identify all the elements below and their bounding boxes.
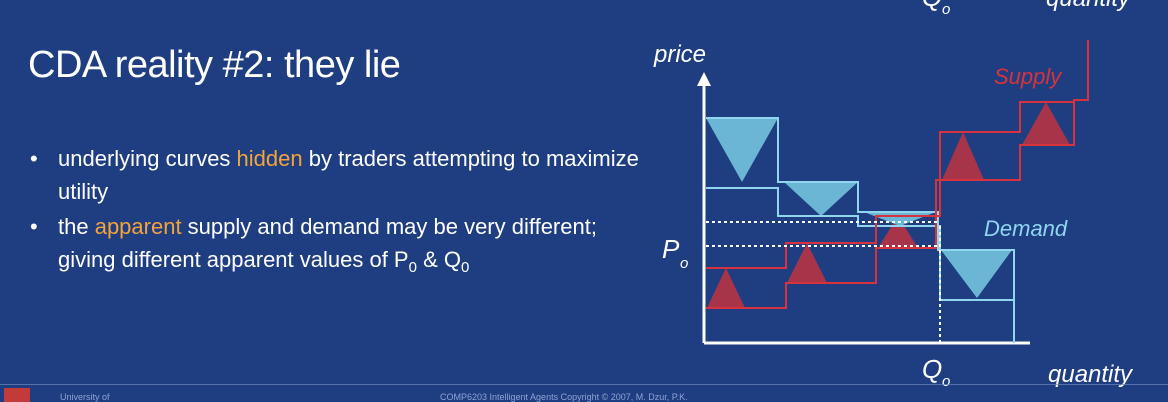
supply-triangle: [787, 243, 827, 283]
slide-title: CDA reality #2: they lie: [28, 44, 401, 86]
demand-triangle: [706, 118, 778, 182]
bullet-item-hidden-curves: underlying curves hidden by traders atte…: [28, 142, 648, 208]
bullet-list: underlying curves hidden by traders atte…: [28, 142, 648, 281]
highlight-hidden: hidden: [236, 146, 303, 171]
p0-label: P: [662, 234, 680, 264]
demand-triangle: [941, 250, 1012, 298]
price-axis-arrow: [697, 72, 711, 86]
bullet-item-apparent-curves: the apparent supply and demand may be ve…: [28, 210, 648, 279]
footer-copyright: COMP6203 Intelligent Agents Copyright © …: [440, 392, 688, 402]
highlight-apparent: apparent: [94, 214, 182, 239]
footer-university: University of: [60, 392, 110, 402]
supply-triangle: [707, 268, 745, 308]
supply-curve-true: [706, 101, 1074, 269]
supply-triangle: [1022, 102, 1070, 145]
bullet-text: supply and demand may be very different;…: [58, 214, 597, 272]
footer-divider: [0, 384, 1168, 385]
q0-subscript: o: [942, 373, 950, 390]
top-cut-quantity-label: quantity: [1046, 0, 1132, 12]
top-cut-q0-label: Q: [922, 0, 942, 12]
demand-label: Demand: [984, 216, 1068, 241]
bullet-text: by traders attempting to maximize utilit…: [58, 146, 639, 204]
supply-label: Supply: [994, 64, 1063, 89]
demand-triangle: [864, 212, 936, 226]
supply-triangle: [878, 216, 918, 248]
quantity-axis-label: quantity: [1048, 361, 1134, 388]
demand-curve-true: [706, 117, 1015, 343]
bullet-text: the: [58, 214, 95, 239]
bullet-text: & Q: [416, 247, 461, 272]
supply-triangle: [942, 132, 984, 180]
price-axis-label: price: [653, 41, 706, 68]
top-cut-q0-subscript: o: [942, 1, 950, 18]
subscript: 0: [408, 259, 417, 276]
supply-curve-apparent: [706, 40, 1089, 309]
demand-triangle: [784, 182, 858, 216]
p0-subscript: o: [680, 255, 688, 272]
bullet-text: underlying curves: [58, 146, 237, 171]
q0-label: Q: [922, 354, 942, 384]
subscript: 0: [460, 259, 470, 276]
university-logo: [4, 388, 30, 402]
